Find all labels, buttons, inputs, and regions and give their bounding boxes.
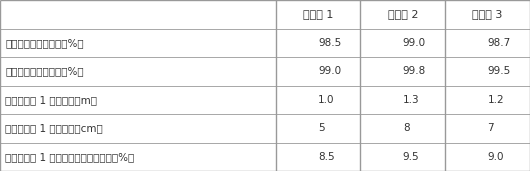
Text: 99.8: 99.8 bbox=[403, 66, 426, 76]
Text: 实施例 2: 实施例 2 bbox=[387, 9, 418, 19]
Text: 实施例 3: 实施例 3 bbox=[472, 9, 503, 19]
Text: 8.5: 8.5 bbox=[318, 152, 334, 162]
Text: 99.5: 99.5 bbox=[488, 66, 511, 76]
Text: 99.0: 99.0 bbox=[318, 66, 341, 76]
Text: 98.5: 98.5 bbox=[318, 38, 341, 48]
Text: 实施例 1: 实施例 1 bbox=[303, 9, 333, 19]
Text: 1.2: 1.2 bbox=[488, 95, 504, 105]
Text: 臭椿的定植期成活率（%）: 臭椿的定植期成活率（%） bbox=[5, 66, 84, 76]
Text: 99.0: 99.0 bbox=[403, 38, 426, 48]
Text: 臭椿的定植 1 年后胸径（cm）: 臭椿的定植 1 年后胸径（cm） bbox=[5, 123, 103, 133]
Text: 臭椿的定植 1 年后栮高（m）: 臭椿的定植 1 年后栮高（m） bbox=[5, 95, 98, 105]
Text: 臭椿的定植期生根率（%）: 臭椿的定植期生根率（%） bbox=[5, 38, 84, 48]
Text: 7: 7 bbox=[488, 123, 494, 133]
Text: 1.0: 1.0 bbox=[318, 95, 334, 105]
Text: 臭椿的定植 1 年后叶片的生物量提高（%）: 臭椿的定植 1 年后叶片的生物量提高（%） bbox=[5, 152, 135, 162]
Text: 9.5: 9.5 bbox=[403, 152, 419, 162]
Text: 9.0: 9.0 bbox=[488, 152, 504, 162]
Text: 1.3: 1.3 bbox=[403, 95, 419, 105]
Text: 5: 5 bbox=[318, 123, 325, 133]
Text: 8: 8 bbox=[403, 123, 410, 133]
Text: 98.7: 98.7 bbox=[488, 38, 511, 48]
